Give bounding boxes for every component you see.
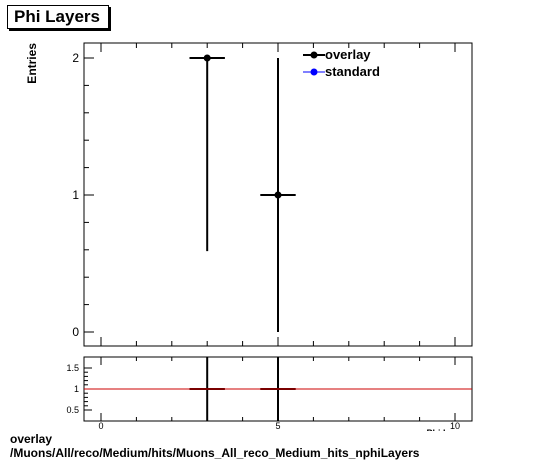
x-axis-label-mask — [420, 431, 480, 441]
ratio-x-tick-label: 10 — [450, 421, 460, 431]
y-tick-label: 1 — [72, 188, 79, 202]
data-point — [274, 191, 282, 199]
footer-label: overlay — [10, 432, 53, 446]
y-tick-label: 2 — [72, 51, 79, 65]
footer-path: /Muons/All/reco/Medium/hits/Muons_All_re… — [10, 446, 420, 460]
legend-marker-standard — [310, 68, 318, 76]
y-tick-label: 0 — [72, 325, 79, 339]
chart-title-box: Phi Layers — [7, 5, 109, 29]
ratio-x-tick-label: 5 — [275, 421, 280, 431]
ratio-x-tick-label: 0 — [98, 421, 103, 431]
legend-marker-overlay — [310, 51, 318, 59]
chart-title: Phi Layers — [14, 7, 100, 26]
ratio-y-tick-label: 1.5 — [66, 363, 79, 373]
ratio-y-tick-label: 1 — [74, 384, 79, 394]
y-axis-label: Entries — [25, 43, 39, 84]
data-point — [203, 54, 211, 62]
legend-label-standard: standard — [325, 64, 380, 79]
legend-label-overlay: overlay — [325, 47, 371, 62]
ratio-y-tick-label: 0.5 — [66, 405, 79, 415]
